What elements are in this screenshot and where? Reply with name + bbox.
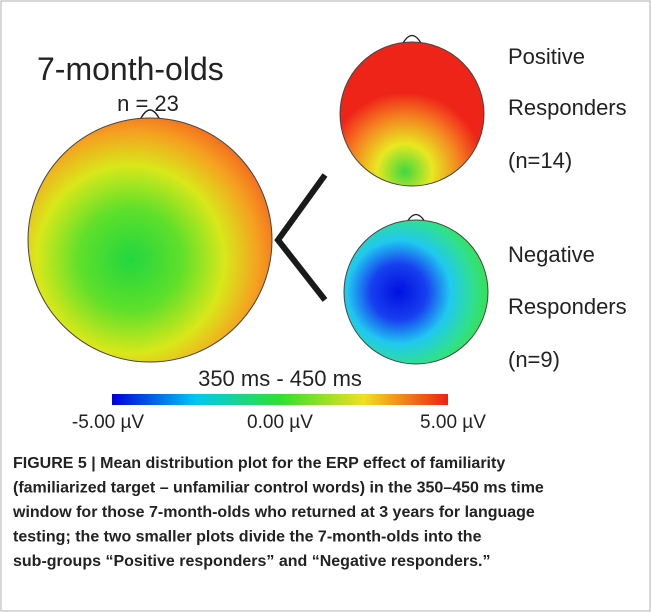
subgroup-label: Positive (508, 44, 585, 69)
subgroup-label: Responders (508, 294, 627, 319)
colorbar-label: 0.00 µV (247, 412, 313, 433)
topomap-negative (343, 219, 489, 365)
colorbar (112, 394, 448, 405)
time-window: 350 ms - 450 ms (198, 366, 362, 391)
caption-line: (familiarized target – unfamiliar contro… (13, 480, 544, 497)
group-title: 7-month-olds (37, 51, 224, 87)
subgroup-label: (n=14) (508, 148, 572, 173)
subgroup-label: Negative (508, 242, 595, 267)
nose (139, 109, 161, 121)
caption-line: testing; the two smaller plots divide th… (13, 529, 482, 546)
topomap-large (27, 117, 273, 363)
topomap-positive (339, 41, 485, 187)
caption-line: sub-groups “Positive responders” and “Ne… (13, 553, 490, 570)
connector (274, 173, 328, 302)
subgroup-label: (n=9) (508, 347, 560, 372)
colorbar-label: 5.00 µV (420, 412, 486, 433)
subgroup-label: Responders (508, 95, 627, 120)
caption-line: window for those 7-month-olds who return… (12, 504, 535, 521)
caption-line: FIGURE 5 | Mean distribution plot for th… (13, 455, 505, 472)
nose (402, 34, 422, 44)
colorbar-label: -5.00 µV (72, 412, 145, 433)
caption: FIGURE 5 | Mean distribution plot for th… (12, 455, 544, 570)
